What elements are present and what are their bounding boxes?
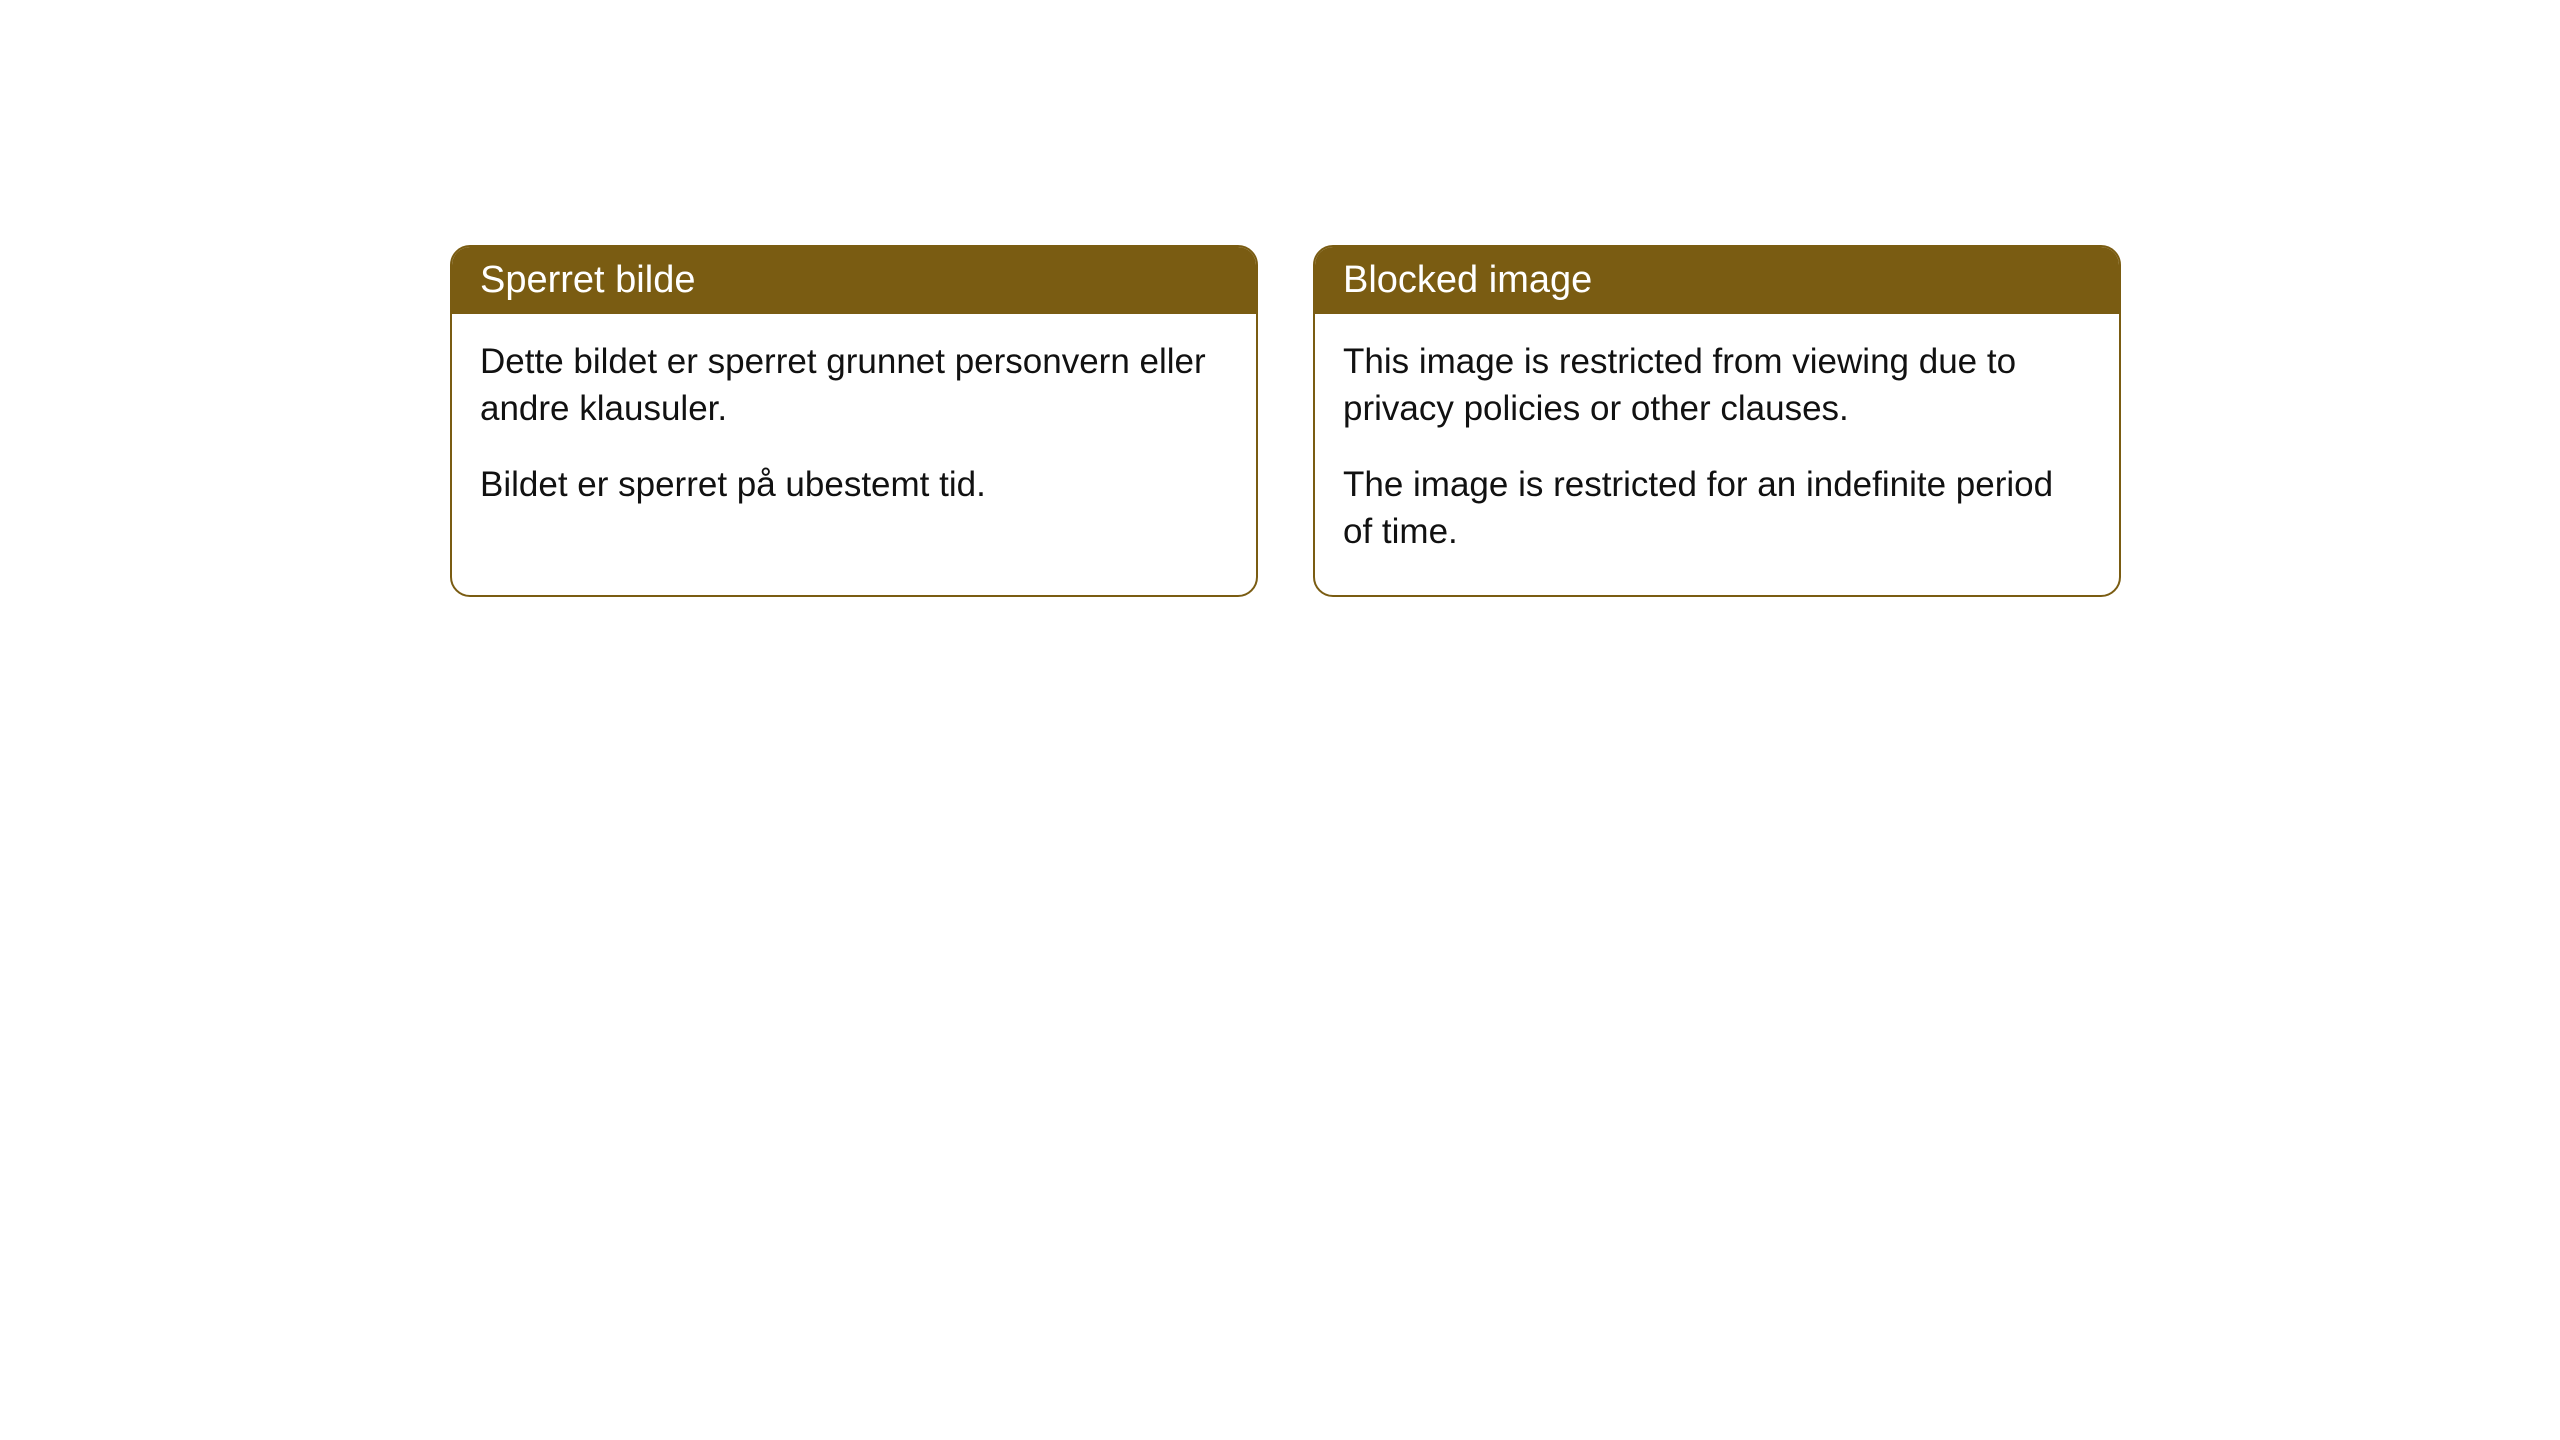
card-paragraph: This image is restricted from viewing du…	[1343, 338, 2091, 433]
card-header-norwegian: Sperret bilde	[452, 247, 1256, 314]
card-title: Blocked image	[1343, 259, 1592, 301]
cards-container: Sperret bilde Dette bildet er sperret gr…	[450, 245, 2560, 597]
card-paragraph: Bildet er sperret på ubestemt tid.	[480, 461, 1228, 508]
card-paragraph: Dette bildet er sperret grunnet personve…	[480, 338, 1228, 433]
card-norwegian: Sperret bilde Dette bildet er sperret gr…	[450, 245, 1258, 597]
card-body-norwegian: Dette bildet er sperret grunnet personve…	[452, 314, 1256, 548]
card-title: Sperret bilde	[480, 259, 695, 301]
card-body-english: This image is restricted from viewing du…	[1315, 314, 2119, 595]
card-english: Blocked image This image is restricted f…	[1313, 245, 2121, 597]
card-header-english: Blocked image	[1315, 247, 2119, 314]
card-paragraph: The image is restricted for an indefinit…	[1343, 461, 2091, 556]
